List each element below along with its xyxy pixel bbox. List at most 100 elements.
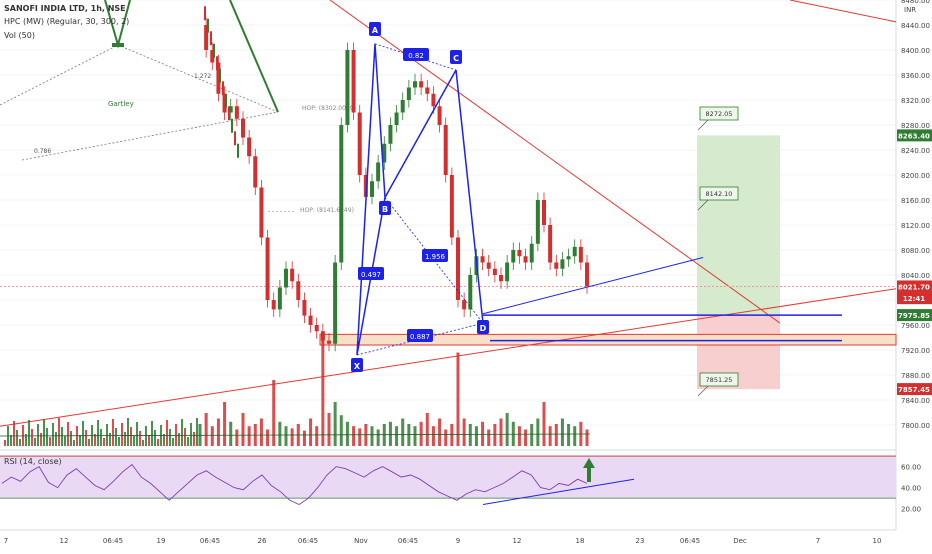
hop-label: HOP: (8141.6249) bbox=[300, 207, 354, 214]
harmonic-point-badge bbox=[369, 22, 381, 36]
volume-bar bbox=[37, 424, 39, 446]
volume-bar bbox=[554, 424, 558, 446]
ratio-label: 0.497 bbox=[361, 271, 381, 279]
candle-body bbox=[204, 6, 206, 21]
candle-body bbox=[259, 187, 264, 238]
up-arrow-icon bbox=[583, 458, 595, 482]
volume-bar bbox=[175, 424, 177, 446]
target-badge bbox=[699, 186, 739, 201]
volume-bar bbox=[97, 420, 99, 446]
volume-bar bbox=[184, 428, 186, 446]
time-tick-label: 26 bbox=[258, 537, 267, 545]
volume-bar bbox=[425, 413, 429, 446]
volume-bar bbox=[481, 421, 485, 446]
price-label-badge bbox=[897, 309, 932, 322]
volume-bar bbox=[55, 432, 57, 446]
candle-body bbox=[572, 246, 577, 257]
price-label: 8263.40 bbox=[898, 132, 930, 140]
candle-body bbox=[406, 87, 411, 100]
time-tick-label: 06:45 bbox=[680, 537, 700, 545]
volume-bar bbox=[560, 418, 564, 446]
price-label: 7975.85 bbox=[898, 312, 930, 320]
price-tick-label: 8160.00 bbox=[901, 197, 930, 205]
ratio-label: 0.887 bbox=[410, 333, 430, 341]
candle-body bbox=[302, 300, 307, 316]
candle-body bbox=[413, 81, 417, 88]
candle-body bbox=[204, 25, 209, 50]
volume-bar bbox=[52, 423, 54, 446]
time-tick-label: 12 bbox=[513, 537, 522, 545]
ratio-label: 0.82 bbox=[408, 52, 424, 60]
volume-bar bbox=[49, 437, 51, 446]
volume-bar bbox=[22, 425, 24, 446]
volume-bar bbox=[190, 423, 192, 446]
volume-bar bbox=[103, 438, 105, 446]
volume-bar bbox=[145, 426, 147, 446]
volume-bar bbox=[536, 418, 540, 446]
candle-body bbox=[234, 106, 239, 119]
time-tick-label: 18 bbox=[576, 537, 585, 545]
candle-body bbox=[578, 246, 583, 263]
volume-bar bbox=[567, 424, 571, 446]
volume-bar bbox=[401, 418, 405, 446]
gartley-leg bbox=[229, 0, 279, 113]
harmonic-point-label: D bbox=[480, 324, 487, 333]
support-trendline bbox=[0, 288, 897, 427]
price-label: 12:41 bbox=[903, 295, 925, 303]
harmonic-point-badge bbox=[477, 320, 489, 334]
volume-bar bbox=[43, 419, 45, 446]
indicator-volume-label: Vol (50) bbox=[4, 31, 35, 40]
ratio-badge bbox=[407, 329, 433, 342]
candle-body bbox=[277, 287, 282, 310]
chart-title: SANOFI INDIA LTD, 1h, NSE bbox=[4, 4, 126, 13]
volume-bar bbox=[196, 418, 198, 446]
candle-body bbox=[345, 50, 350, 125]
volume-bar bbox=[4, 440, 6, 446]
volume-bar bbox=[462, 418, 466, 446]
volume-bar bbox=[46, 428, 48, 446]
candle-body bbox=[234, 131, 236, 146]
harmonic-leg-cd bbox=[455, 69, 484, 324]
volume-bar bbox=[309, 418, 313, 446]
volume-bar bbox=[13, 421, 15, 446]
candle-body bbox=[290, 268, 295, 282]
volume-bar bbox=[10, 435, 12, 446]
candle-body bbox=[333, 262, 338, 344]
ratio-badge bbox=[422, 249, 448, 262]
ratio-label: 1.956 bbox=[425, 253, 446, 261]
gartley-label: Gartley bbox=[108, 100, 134, 108]
volume-bar bbox=[487, 429, 491, 446]
candle-body bbox=[222, 81, 224, 96]
volume-bar bbox=[370, 426, 374, 446]
volume-bar bbox=[106, 424, 108, 446]
candle-body bbox=[542, 200, 546, 225]
candle-body bbox=[219, 68, 221, 83]
volume-bar bbox=[142, 440, 144, 446]
volume-bar bbox=[127, 418, 129, 446]
time-tick-label: 7 bbox=[816, 537, 820, 545]
volume-bar bbox=[139, 431, 141, 446]
candle-body bbox=[210, 50, 215, 63]
gartley-ratio: 1.272 bbox=[194, 73, 211, 80]
volume-bar bbox=[474, 426, 478, 446]
volume-bar bbox=[94, 434, 96, 446]
volume-bar bbox=[413, 426, 417, 446]
time-tick-label: 19 bbox=[157, 537, 166, 545]
volume-bar bbox=[136, 422, 138, 446]
candle-body bbox=[247, 137, 252, 157]
volume-bar bbox=[524, 429, 528, 446]
time-tick-label: 06:45 bbox=[200, 537, 220, 545]
time-tick-label: Dec bbox=[733, 537, 747, 545]
volume-bar bbox=[61, 427, 63, 446]
candle-body bbox=[394, 112, 399, 125]
volume-bar bbox=[302, 430, 306, 446]
volume-bar bbox=[345, 421, 349, 446]
candle-body bbox=[431, 93, 436, 107]
volume-bar bbox=[290, 428, 294, 446]
volume-bar bbox=[34, 438, 36, 446]
time-tick-label: 12 bbox=[60, 537, 69, 545]
harmonic-point-label: A bbox=[372, 26, 379, 35]
rsi-tick-label: 40.00 bbox=[901, 485, 921, 493]
